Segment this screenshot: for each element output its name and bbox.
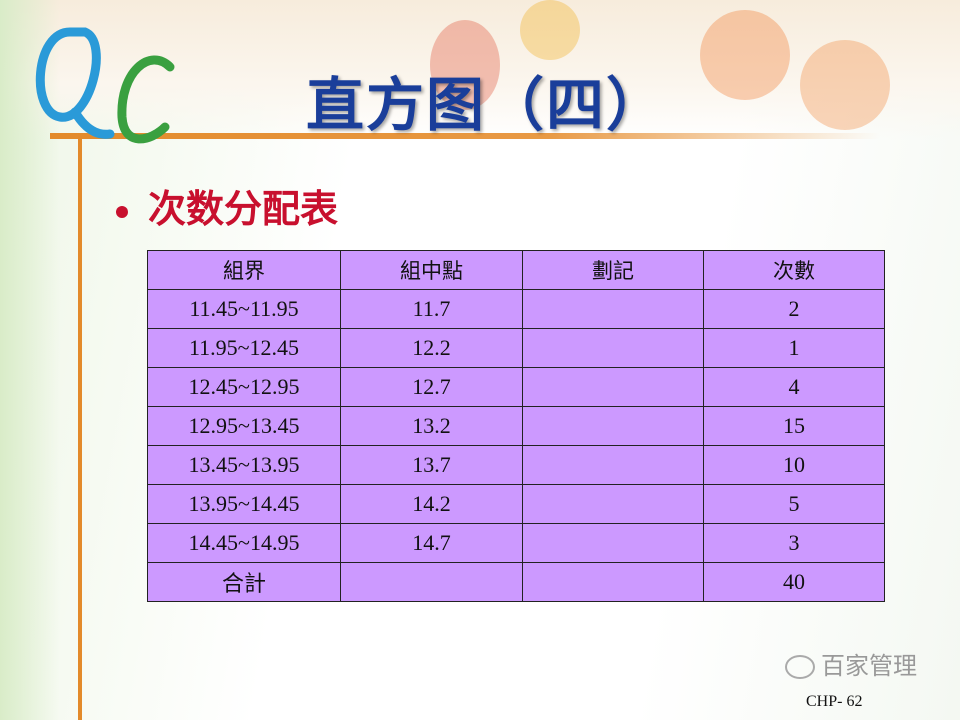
table-row: 11.45~11.95 11.7 2 xyxy=(147,289,885,329)
table-cell: 13.2 xyxy=(340,406,523,446)
table-cell: 4 xyxy=(703,367,885,407)
decorative-fruit xyxy=(800,40,890,130)
table-cell: 11.95~12.45 xyxy=(147,328,341,368)
table-cell: 14.7 xyxy=(340,523,523,563)
table-cell xyxy=(522,406,704,446)
decorative-fruit xyxy=(700,10,790,100)
table-row: 14.45~14.95 14.7 3 xyxy=(147,523,885,563)
table-cell: 11.45~11.95 xyxy=(147,289,341,329)
header-divider xyxy=(50,133,880,139)
table-cell xyxy=(340,562,523,602)
table-cell: 12.2 xyxy=(340,328,523,368)
table-cell: 13.45~13.95 xyxy=(147,445,341,485)
table-row: 12.95~13.45 13.2 15 xyxy=(147,406,885,446)
bullet-dot xyxy=(116,205,128,218)
table-cell: 12.7 xyxy=(340,367,523,407)
watermark-text: 百家管理 xyxy=(821,652,917,680)
bullet-text: 次数分配表 xyxy=(148,187,339,231)
table-cell xyxy=(522,562,704,602)
table-cell: 10 xyxy=(703,445,885,485)
header-cell: 次數 xyxy=(703,250,885,290)
watermark: 百家管理 xyxy=(785,650,917,682)
table-cell: 3 xyxy=(703,523,885,563)
table-cell: 13.7 xyxy=(340,445,523,485)
table-cell xyxy=(522,484,704,524)
header-cell: 劃記 xyxy=(522,250,704,290)
header-cell: 組中點 xyxy=(340,250,523,290)
table-cell: 合計 xyxy=(147,562,341,602)
table-cell xyxy=(522,523,704,563)
decorative-band xyxy=(0,0,60,720)
table-cell: 1 xyxy=(703,328,885,368)
frequency-table: 組界 組中點 劃記 次數 11.45~11.95 11.7 2 11.95~12.45… xyxy=(147,250,885,602)
table-row: 12.45~12.95 12.7 4 xyxy=(147,367,885,407)
table-cell: 15 xyxy=(703,406,885,446)
table-cell: 5 xyxy=(703,484,885,524)
bullet-heading: 次数分配表 xyxy=(116,178,338,233)
table-cell xyxy=(522,367,704,407)
table-cell xyxy=(522,289,704,329)
decorative-fruit xyxy=(430,20,500,110)
slide-number: CHP- 62 xyxy=(806,693,863,710)
table-cell: 11.7 xyxy=(340,289,523,329)
table-cell: 12.45~12.95 xyxy=(147,367,341,407)
header-banner xyxy=(0,0,960,140)
slide-title: 直方图（四） xyxy=(306,71,667,139)
table-row: 11.95~12.45 12.2 1 xyxy=(147,328,885,368)
table-cell: 2 xyxy=(703,289,885,329)
side-divider xyxy=(78,136,82,720)
table-cell: 40 xyxy=(703,562,885,602)
table-cell: 14.2 xyxy=(340,484,523,524)
qc-logo xyxy=(35,27,175,144)
table-cell: 14.45~14.95 xyxy=(147,523,341,563)
table-row: 合計 40 xyxy=(147,562,885,602)
table-cell: 13.95~14.45 xyxy=(147,484,341,524)
table-row: 13.45~13.95 13.7 10 xyxy=(147,445,885,485)
header-cell: 組界 xyxy=(147,250,341,290)
table-cell: 12.95~13.45 xyxy=(147,406,341,446)
table-cell xyxy=(522,445,704,485)
wechat-icon xyxy=(785,655,815,679)
table-row: 13.95~14.45 14.2 5 xyxy=(147,484,885,524)
decorative-fruit xyxy=(520,0,580,60)
table-cell xyxy=(522,328,704,368)
table-header-row: 組界 組中點 劃記 次數 xyxy=(147,250,885,290)
